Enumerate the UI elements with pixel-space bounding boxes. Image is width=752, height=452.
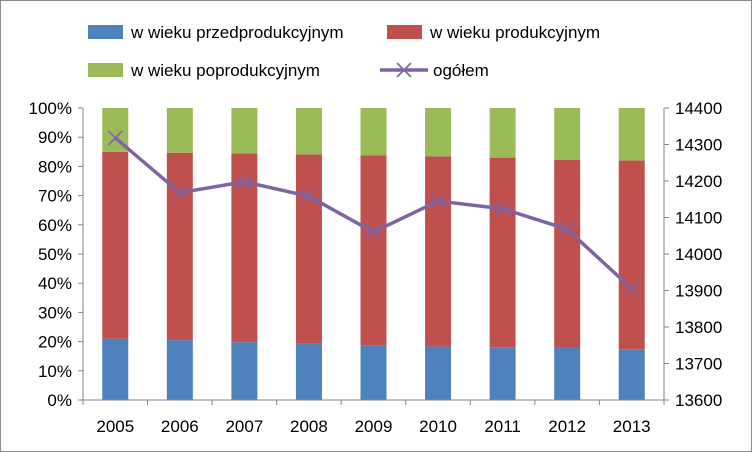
total-marker-2007: [236, 174, 252, 190]
legend-label-0: w wieku przedprodukcyjnym: [130, 23, 344, 42]
x-tick-label-2008: 2008: [290, 417, 328, 436]
y-left-tick-label: 80%: [38, 157, 72, 176]
x-tick-label-2009: 2009: [355, 417, 393, 436]
y-left-tick-label: 40%: [38, 274, 72, 293]
x-tick-label-2005: 2005: [96, 417, 134, 436]
total-marker-2012: [559, 221, 575, 237]
x-tick-label-2007: 2007: [225, 417, 263, 436]
bars: [102, 108, 645, 400]
bar-przedprodukcyjny-2008: [295, 343, 322, 400]
legend-label-1: w wieku produkcyjnym: [429, 23, 600, 42]
total-marker-2010: [430, 193, 446, 209]
x-tick-label-2011: 2011: [484, 417, 521, 436]
y-left-tick-label: 60%: [38, 216, 72, 235]
bar-przedprodukcyjny-2011: [489, 347, 516, 400]
total-line: [107, 130, 640, 297]
x-tick-label-2006: 2006: [161, 417, 199, 436]
y-right-tick-label: 14300: [675, 136, 722, 155]
legend-label-3: ogółem: [433, 61, 489, 80]
x-tick-label-2012: 2012: [548, 417, 586, 436]
total-marker-2006: [172, 185, 188, 201]
total-marker-2005: [107, 130, 123, 146]
legend-label-2: w wieku poprodukcyjnym: [130, 61, 320, 80]
bar-produkcyjny-2009: [360, 155, 387, 346]
bar-produkcyjny-2005: [102, 151, 129, 339]
total-marker-2008: [301, 188, 317, 204]
bar-poprodukcyjny-2006: [166, 108, 193, 153]
legend-swatch-1: [387, 25, 422, 39]
total-marker-2011: [495, 201, 511, 217]
y-left-tick-label: 30%: [38, 303, 72, 322]
bar-produkcyjny-2012: [554, 159, 581, 348]
y-left-tick-label: 10%: [38, 362, 72, 381]
y-right-tick-label: 13900: [675, 282, 722, 301]
bar-produkcyjny-2008: [295, 154, 322, 344]
y-right-tick-label: 13800: [675, 318, 722, 337]
legend: w wieku przedprodukcyjnym w wieku produkc…: [88, 23, 600, 80]
y-left-tick-label: 70%: [38, 187, 72, 206]
bar-przedprodukcyjny-2007: [231, 342, 258, 400]
legend-line-marker: [396, 62, 412, 78]
bar-przedprodukcyjny-2013: [618, 349, 645, 400]
y-right-tick-label: 13600: [675, 391, 722, 410]
bar-poprodukcyjny-2010: [425, 108, 452, 157]
x-tick-label-2013: 2013: [613, 417, 651, 436]
legend-swatch-0: [88, 25, 123, 39]
y-right-tick-label: 14400: [675, 99, 722, 118]
bar-produkcyjny-2006: [166, 152, 193, 341]
bar-poprodukcyjny-2009: [360, 108, 387, 156]
y-right-tick-label: 14100: [675, 209, 722, 228]
y-left-tick-label: 20%: [38, 333, 72, 352]
bar-produkcyjny-2011: [489, 157, 516, 348]
legend-swatch-2: [88, 63, 123, 77]
bar-produkcyjny-2010: [425, 156, 452, 347]
bar-poprodukcyjny-2012: [554, 108, 581, 160]
bar-poprodukcyjny-2007: [231, 108, 258, 154]
y-left-tick-label: 90%: [38, 128, 72, 147]
y-right-tick-label: 14000: [675, 245, 722, 264]
bar-przedprodukcyjny-2009: [360, 345, 387, 400]
bar-poprodukcyjny-2013: [618, 108, 645, 161]
bar-poprodukcyjny-2011: [489, 108, 516, 158]
bar-przedprodukcyjny-2005: [102, 338, 129, 400]
bar-przedprodukcyjny-2006: [166, 340, 193, 400]
axes: 0% 10% 20% 30% 40% 50% 60% 70% 80% 90% 100% 13600 13…: [29, 99, 723, 436]
bar-poprodukcyjny-2008: [295, 108, 322, 155]
bar-przedprodukcyjny-2012: [554, 347, 581, 400]
y-left-tick-label: 50%: [38, 245, 72, 264]
bar-produkcyjny-2013: [618, 160, 645, 350]
x-tick-label-2010: 2010: [419, 417, 457, 436]
y-left-tick-label: 0%: [47, 391, 72, 410]
bar-przedprodukcyjny-2010: [425, 346, 452, 400]
y-left-tick-label: 100%: [29, 99, 72, 118]
y-right-tick-label: 13700: [675, 355, 722, 374]
total-marker-2013: [624, 281, 640, 297]
y-right-tick-label: 14200: [675, 172, 722, 191]
total-marker-2009: [365, 224, 382, 240]
